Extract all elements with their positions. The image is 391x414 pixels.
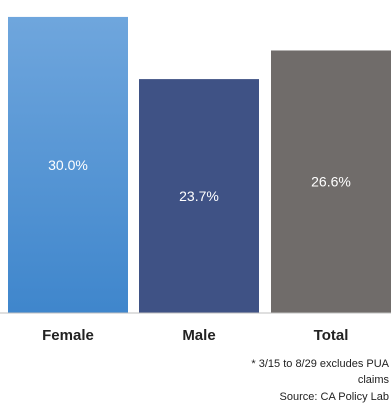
category-label-female: Female xyxy=(42,327,94,344)
bar-male xyxy=(139,79,259,313)
footnote-claims: claims xyxy=(357,374,389,386)
value-label-female: 30.0% xyxy=(48,157,88,173)
bar-female xyxy=(8,16,128,313)
category-label-total: Total xyxy=(314,327,349,344)
category-labels: Female Male Total xyxy=(42,327,348,344)
bars: 30.0% 23.7% 26.6% xyxy=(8,16,391,314)
footnote-pua: * 3/15 to 8/29 excludes PUA xyxy=(251,358,389,370)
source-note: Source: CA Policy Lab xyxy=(279,391,389,403)
category-label-male: Male xyxy=(182,327,215,344)
value-label-total: 26.6% xyxy=(311,174,351,190)
bar-total xyxy=(271,50,391,314)
value-label-male: 23.7% xyxy=(179,188,219,204)
